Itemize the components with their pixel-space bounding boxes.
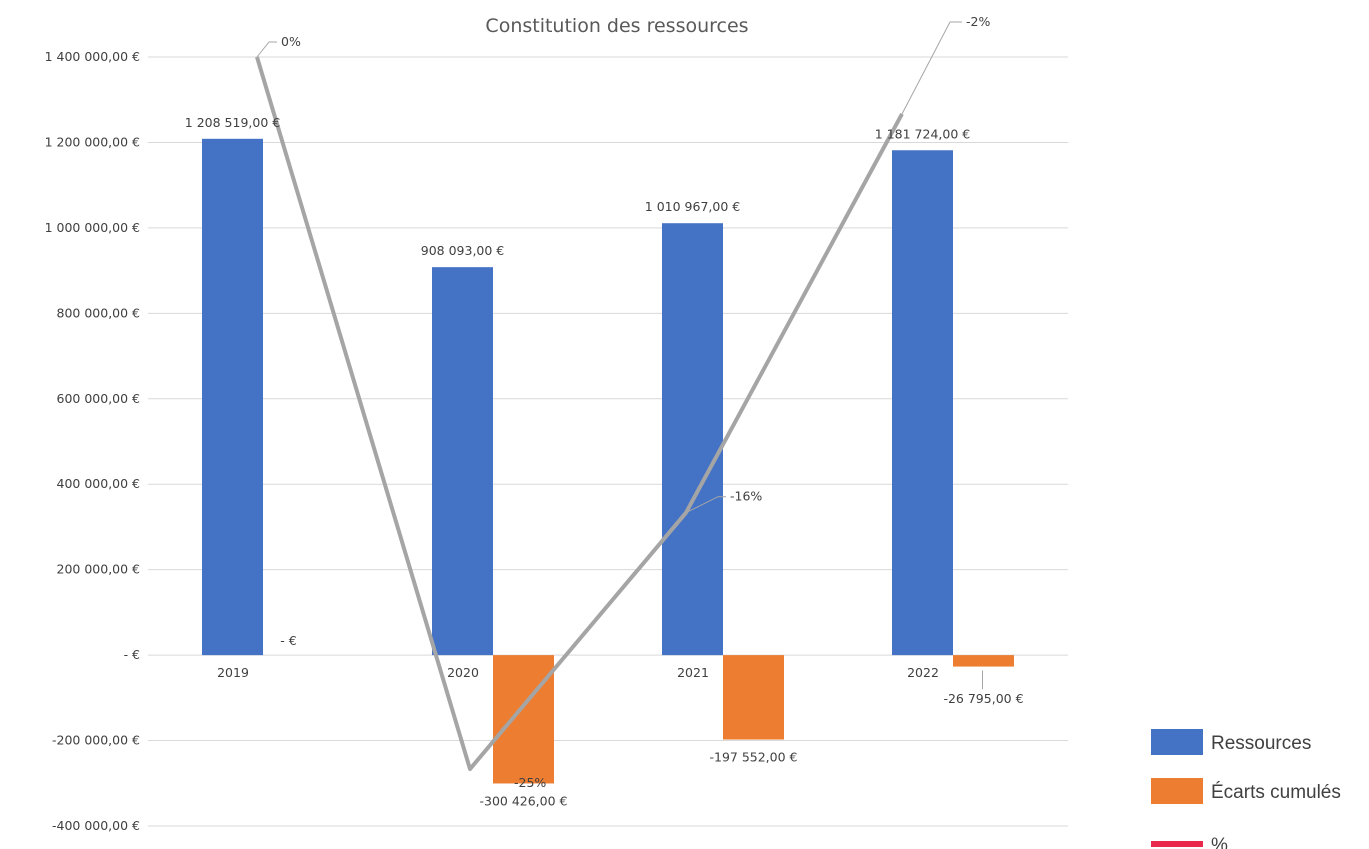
bar-ecarts xyxy=(493,655,554,784)
data-label-ressources: 1 208 519,00 € xyxy=(185,115,280,130)
category-label: 2019 xyxy=(217,665,249,680)
percent-line-path xyxy=(255,56,904,772)
data-label-ecarts: - € xyxy=(280,633,296,648)
data-label-ressources: 1 181 724,00 € xyxy=(875,126,970,141)
data-label-ecarts: -300 426,00 € xyxy=(479,793,567,808)
percent-line xyxy=(255,56,904,772)
category-label: 2021 xyxy=(677,665,709,680)
category-labels: 2019 2020 2021 2022 xyxy=(217,665,939,680)
data-label-percent: -2% xyxy=(966,14,990,29)
legend-label: % xyxy=(1211,835,1228,849)
leader-line xyxy=(256,41,277,58)
leader-line xyxy=(901,21,951,115)
legend-label: Ressources xyxy=(1211,733,1311,754)
bar-ecarts xyxy=(953,655,1014,667)
y-axis: 1 400 000,00 € 1 200 000,00 € 1 000 000,00… xyxy=(45,49,140,833)
y-tick-label: 1 400 000,00 € xyxy=(45,49,140,64)
data-label-percent: -25% xyxy=(514,775,546,790)
data-label-percent: -16% xyxy=(730,489,762,504)
y-tick-label: 1 200 000,00 € xyxy=(45,134,140,149)
y-tick-label: 200 000,00 € xyxy=(57,562,141,577)
data-label-ressources: 908 093,00 € xyxy=(421,243,505,258)
y-tick-label: -400 000,00 € xyxy=(52,818,140,833)
legend-swatch xyxy=(1151,729,1203,755)
data-label-ecarts: -197 552,00 € xyxy=(709,750,797,765)
gridlines xyxy=(148,56,1068,827)
data-label-percent: 0% xyxy=(281,34,301,49)
y-tick-label: 800 000,00 € xyxy=(57,305,141,320)
leader-line xyxy=(685,496,726,514)
legend-swatch xyxy=(1151,778,1203,804)
y-tick-label: - € xyxy=(124,647,140,662)
y-tick-label: 600 000,00 € xyxy=(57,391,141,406)
bar-ressources xyxy=(662,223,723,656)
bar-ressources xyxy=(892,150,953,656)
legend-swatch xyxy=(1151,841,1203,847)
data-label-ecarts: -26 795,00 € xyxy=(943,691,1023,706)
bar-ressources xyxy=(202,138,263,656)
data-label-ressources: 1 010 967,00 € xyxy=(645,199,740,214)
y-tick-label: -200 000,00 € xyxy=(52,733,140,748)
legend: Ressources Écarts cumulés% xyxy=(1151,729,1341,849)
category-label: 2020 xyxy=(447,665,479,680)
bar-ressources xyxy=(432,267,493,656)
bar-ecarts xyxy=(723,655,784,740)
data-labels: 1 208 519,00 € 908 093,00 € 1 010 967,00 €… xyxy=(185,14,1024,808)
y-tick-label: 1 000 000,00 € xyxy=(45,220,140,235)
category-label: 2022 xyxy=(907,665,939,680)
chart-title: Constitution des ressources xyxy=(485,15,748,37)
y-tick-label: 400 000,00 € xyxy=(57,476,141,491)
legend-label: Écarts cumulés xyxy=(1211,782,1341,803)
bars xyxy=(202,138,1014,784)
